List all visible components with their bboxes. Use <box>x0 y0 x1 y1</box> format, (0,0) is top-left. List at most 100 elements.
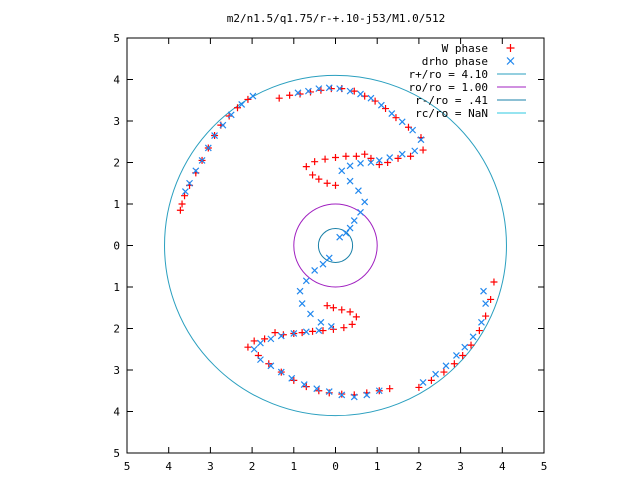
data-point <box>367 94 375 102</box>
data-point <box>348 320 356 328</box>
data-point <box>234 104 242 112</box>
y-tick-label: 4 <box>113 406 120 419</box>
data-point <box>181 192 189 200</box>
data-point <box>227 111 235 119</box>
data-point <box>315 327 323 334</box>
data-point <box>417 136 425 144</box>
data-point <box>286 91 294 99</box>
data-point <box>296 287 304 295</box>
data-point <box>382 105 390 113</box>
data-point <box>325 84 333 92</box>
data-point <box>321 155 329 163</box>
data-point <box>394 154 402 162</box>
y-tick-label: 1 <box>113 198 120 211</box>
data-point <box>338 391 346 399</box>
data-point <box>375 157 383 164</box>
data-point <box>290 330 298 337</box>
data-point <box>302 277 310 285</box>
x-tick-label: 2 <box>249 460 256 473</box>
data-series <box>176 84 498 401</box>
data-point <box>336 85 344 93</box>
data-point <box>315 85 323 93</box>
data-point <box>342 229 350 237</box>
data-point <box>267 335 275 343</box>
data-point <box>367 159 375 166</box>
data-point <box>398 150 406 158</box>
data-point <box>480 287 487 295</box>
x-tick-label: 3 <box>457 460 464 473</box>
data-point <box>192 167 200 175</box>
data-point <box>415 383 423 391</box>
data-point <box>302 328 310 336</box>
data-point <box>186 179 193 187</box>
data-point <box>176 206 184 214</box>
data-point <box>346 308 354 316</box>
data-point <box>277 332 285 340</box>
data-point <box>388 110 396 117</box>
y-tick-label: 5 <box>113 32 120 45</box>
legend-label: rc/ro = NaN <box>415 107 488 120</box>
data-point <box>309 327 317 335</box>
data-point <box>386 385 394 393</box>
y-axis: 5 4 3 2 1 0 1 2 3 4 5 <box>113 32 544 460</box>
circle-2 <box>317 227 354 264</box>
data-point <box>357 159 364 167</box>
legend-label: W phase <box>442 42 488 55</box>
data-point <box>427 376 435 384</box>
data-point <box>482 300 490 308</box>
x-tick-label: 4 <box>165 460 172 473</box>
data-point <box>250 337 258 345</box>
data-point <box>325 254 333 262</box>
data-point <box>453 352 460 359</box>
y-tick-label: 4 <box>113 74 120 87</box>
x-tick-label: 2 <box>416 460 423 473</box>
data-point <box>302 163 310 171</box>
data-point <box>219 121 227 129</box>
data-point <box>467 341 475 349</box>
legend-marker <box>506 57 515 65</box>
data-point <box>487 295 495 303</box>
data-point <box>350 217 358 225</box>
data-point <box>375 161 383 169</box>
data-point <box>288 374 296 382</box>
data-point <box>300 381 308 388</box>
x-tick-label: 0 <box>332 460 339 473</box>
data-point <box>375 387 383 395</box>
y-tick-label: 0 <box>113 240 120 253</box>
data-point <box>419 146 427 154</box>
data-point <box>329 304 337 312</box>
data-point <box>332 154 339 162</box>
data-point <box>238 100 246 108</box>
y-tick-label: 3 <box>113 364 120 377</box>
circle-0 <box>164 74 507 417</box>
y-tick-label: 2 <box>113 157 120 170</box>
y-tick-label: 2 <box>113 323 120 336</box>
x-tick-label: 1 <box>374 460 381 473</box>
data-point <box>392 114 400 122</box>
data-point <box>450 360 458 368</box>
data-point <box>338 167 346 175</box>
legend-label: r+/ro = 4.10 <box>409 68 488 81</box>
data-point <box>298 300 306 308</box>
data-point <box>469 333 477 341</box>
data-point <box>311 266 319 274</box>
data-point <box>275 94 283 102</box>
data-point <box>317 318 325 326</box>
data-point <box>257 339 264 347</box>
data-point <box>478 318 485 326</box>
y-tick-label: 3 <box>113 115 120 128</box>
data-point <box>250 345 258 353</box>
data-point <box>363 391 371 399</box>
data-point <box>319 327 327 335</box>
data-point <box>311 158 319 166</box>
y-tick-label: 1 <box>113 281 120 294</box>
x-axis: 5 4 3 2 1 0 1 2 3 4 5 <box>124 38 547 473</box>
data-point <box>361 150 369 158</box>
data-point <box>352 152 360 160</box>
data-point <box>350 393 358 401</box>
data-point <box>257 356 264 364</box>
legend-label: ro/ro = 1.00 <box>409 81 488 94</box>
legend-label: drho phase <box>422 55 488 68</box>
data-point <box>411 147 419 155</box>
